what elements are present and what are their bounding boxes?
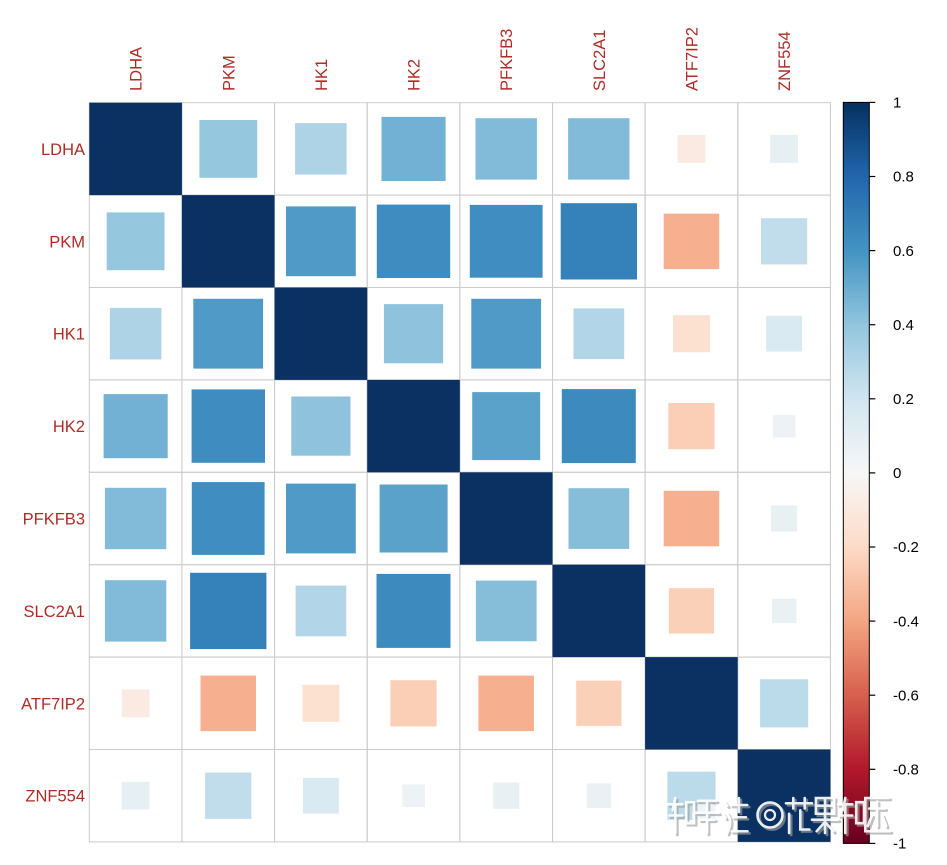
svg-text:-1: -1	[893, 836, 906, 853]
svg-text:SLC2A1: SLC2A1	[591, 30, 609, 91]
svg-text:LDHA: LDHA	[128, 47, 146, 91]
svg-text:0: 0	[893, 465, 901, 482]
svg-text:PKM: PKM	[220, 55, 238, 91]
svg-text:0.2: 0.2	[893, 391, 914, 408]
svg-text:HK2: HK2	[406, 59, 424, 91]
svg-text:ATF7IP2: ATF7IP2	[684, 27, 702, 91]
svg-text:SLC2A1: SLC2A1	[24, 603, 85, 621]
svg-text:-0.6: -0.6	[893, 687, 919, 704]
svg-text:ZNF554: ZNF554	[776, 31, 794, 91]
svg-text:1: 1	[893, 95, 901, 112]
svg-text:0.6: 0.6	[893, 243, 914, 260]
svg-text:ATF7IP2: ATF7IP2	[21, 695, 85, 713]
svg-text:HK2: HK2	[53, 418, 85, 436]
svg-text:HK1: HK1	[53, 326, 85, 344]
svg-text:HK1: HK1	[313, 59, 331, 91]
svg-text:PKM: PKM	[49, 233, 85, 251]
svg-text:PFKFB3: PFKFB3	[23, 511, 85, 529]
svg-text:-0.4: -0.4	[893, 613, 919, 630]
svg-text:-0.8: -0.8	[893, 762, 919, 779]
svg-text:LDHA: LDHA	[41, 141, 85, 159]
svg-text:PFKFB3: PFKFB3	[498, 29, 516, 91]
svg-text:-0.2: -0.2	[893, 539, 919, 556]
svg-text:0.4: 0.4	[893, 317, 914, 334]
svg-text:0.8: 0.8	[893, 169, 914, 186]
svg-text:ZNF554: ZNF554	[25, 788, 85, 806]
